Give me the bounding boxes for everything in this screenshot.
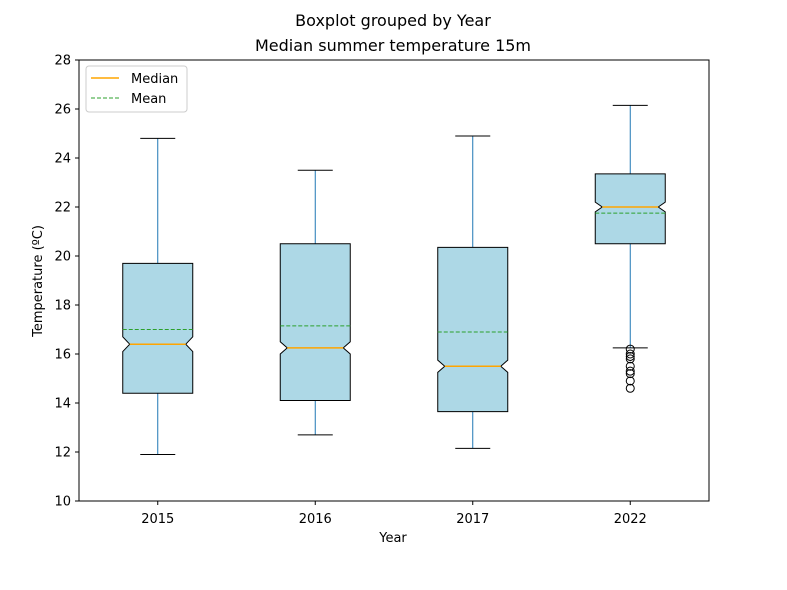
x-tick-label: 2015 — [141, 512, 174, 527]
y-tick-label: 20 — [54, 250, 71, 265]
y-axis: 10 12 14 16 18 20 22 24 26 28 — [54, 54, 79, 510]
outlier-point — [625, 354, 635, 364]
box — [279, 243, 351, 402]
outlier-point — [625, 351, 635, 361]
box — [594, 173, 666, 245]
y-tick-label: 28 — [54, 54, 71, 69]
plot-frame — [78, 59, 710, 502]
outlier-point — [625, 349, 635, 359]
x-tick-label: 2016 — [299, 512, 332, 527]
chart-marks — [122, 104, 666, 455]
chart-title: Median summer temperature 15m — [255, 36, 531, 55]
x-axis-label: Year — [378, 531, 407, 546]
box-group-2015 — [122, 137, 194, 455]
y-tick-label: 26 — [54, 103, 71, 118]
box-group-2016 — [279, 169, 351, 436]
box — [122, 262, 194, 394]
box — [437, 246, 509, 413]
outlier-point — [625, 376, 635, 386]
legend-mean-label: Mean — [131, 92, 166, 107]
y-tick-label: 12 — [54, 446, 71, 461]
y-tick-label: 14 — [54, 397, 71, 412]
x-tick-label: 2022 — [614, 512, 647, 527]
y-tick-label: 22 — [54, 201, 71, 216]
legend: Median Mean — [85, 65, 188, 113]
box-group-2022 — [594, 104, 666, 393]
y-tick-label: 24 — [54, 152, 71, 167]
outlier-point — [625, 361, 635, 371]
outlier-point — [625, 369, 635, 379]
x-tick-label: 2017 — [456, 512, 489, 527]
outlier-point — [625, 366, 635, 376]
legend-median-label: Median — [131, 72, 178, 87]
y-tick-label: 16 — [54, 348, 71, 363]
box-group-2017 — [437, 135, 509, 449]
y-axis-label: Temperature (ºC) — [31, 225, 46, 338]
outlier-point — [625, 383, 635, 393]
x-axis: 2015 2016 2017 2022 — [141, 501, 647, 527]
y-tick-label: 18 — [54, 299, 71, 314]
y-tick-label: 10 — [54, 495, 71, 510]
chart-suptitle: Boxplot grouped by Year — [295, 11, 491, 30]
outlier-point — [625, 344, 635, 354]
